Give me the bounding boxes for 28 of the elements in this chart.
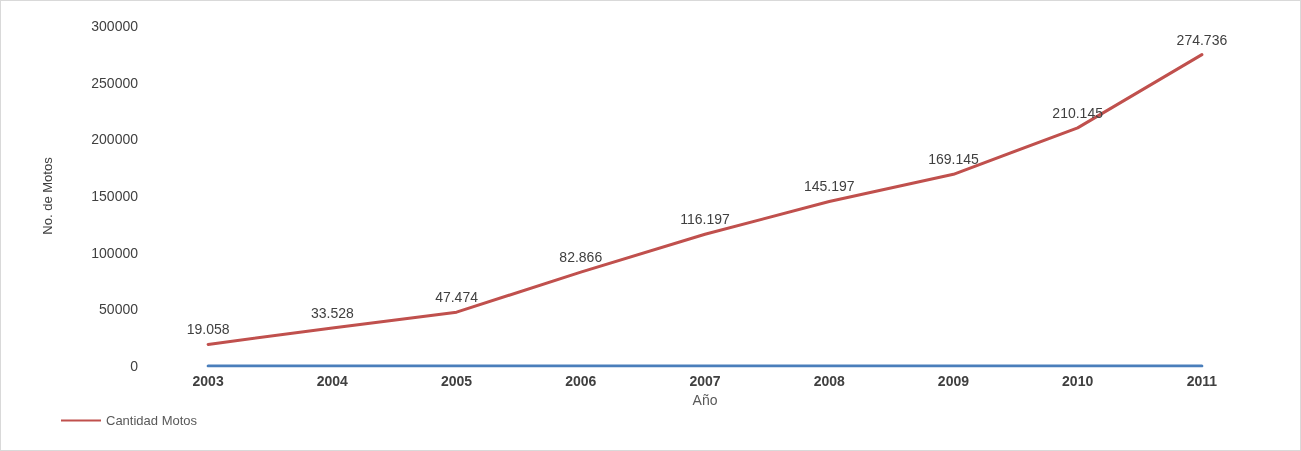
data-label: 33.528 (310, 305, 354, 321)
x-tick-label: 2006 (565, 373, 597, 389)
x-tick-label: 2007 (689, 373, 721, 389)
data-label: 145.197 (803, 178, 855, 195)
y-tick-label: 100000 (91, 244, 139, 261)
x-tick-label: 2004 (316, 373, 349, 389)
data-label: 274.736 (1176, 31, 1228, 48)
y-tick-label: 150000 (91, 188, 139, 204)
x-tick-label: 2009 (937, 373, 970, 389)
data-label: 82.866 (559, 249, 603, 266)
legend-label: Cantidad Motos (106, 413, 198, 428)
y-axis-title: No. de Motos (40, 156, 55, 235)
x-axis-title: Año (692, 391, 718, 408)
y-tick-label: 300000 (91, 18, 139, 34)
y-tick-label: 0 (130, 358, 139, 374)
y-tick-label: 200000 (91, 131, 139, 148)
data-label: 47.474 (435, 289, 479, 306)
x-tick-label: 2003 (192, 373, 224, 389)
x-tick-label: 2005 (440, 373, 473, 389)
y-tick-label: 50000 (99, 301, 139, 318)
data-label: 19.058 (186, 321, 230, 338)
y-tick-label: 250000 (91, 74, 139, 91)
data-label: 210.145 (1052, 104, 1104, 121)
data-label: 116.197 (680, 211, 730, 228)
data-label: 169.145 (928, 151, 979, 168)
x-tick-label: 2010 (1062, 373, 1094, 389)
x-tick-label: 2011 (1186, 373, 1218, 389)
x-tick-label: 2008 (813, 373, 845, 389)
